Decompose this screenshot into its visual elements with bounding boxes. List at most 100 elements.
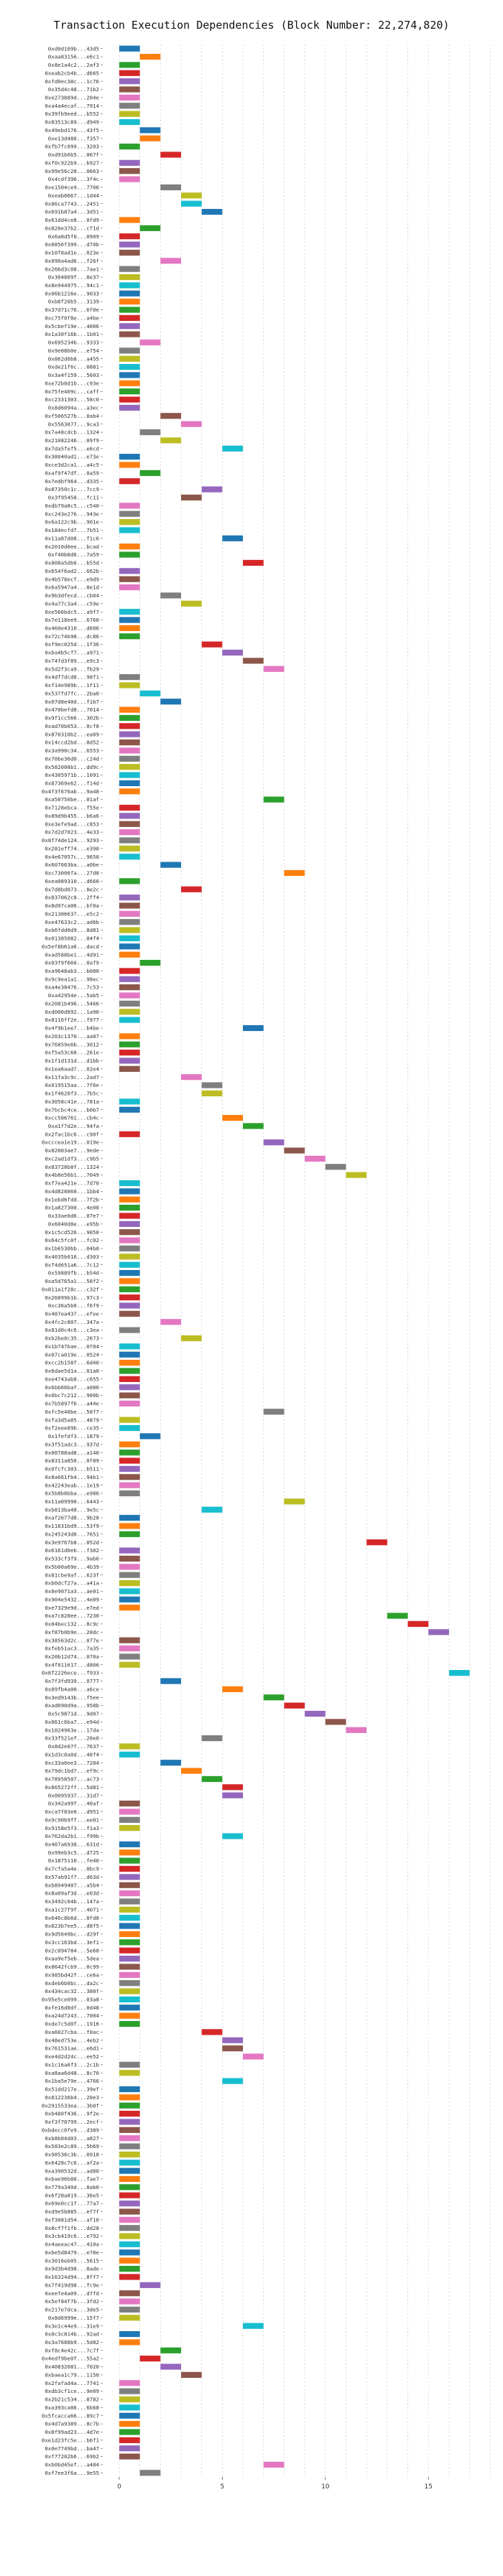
transaction-bar [222, 2078, 244, 2084]
y-tick-label: 0x870310b2...ea09 [45, 731, 99, 737]
y-tick-label: 0x019515aa...7f6e [45, 1082, 99, 1088]
transaction-bar [160, 592, 181, 599]
y-tick-label: 0x6040d8e...e95b [48, 1221, 100, 1227]
y-tick-label: 0xbdecc0fe9...d389 [42, 2127, 99, 2133]
y-tick-label: 0x75fe409c...caff [45, 388, 99, 395]
y-tick-label: 0x3492c04b...147a [45, 1898, 99, 1905]
transaction-bar [222, 535, 244, 541]
y-tick-label: 0x98536c3b...0918 [45, 2152, 99, 2158]
y-tick-label: 0xcc506761...cb4c [45, 1115, 99, 1121]
y-tick-label: 0x0fcfc303...b511 [45, 1466, 99, 1473]
transaction-bar [181, 421, 202, 427]
y-tick-label: 0xea089310...d660 [45, 878, 99, 885]
y-tick-label: 0xaa83156...e6c1 [48, 54, 99, 60]
y-tick-label: 0x8f99ad23...4d7e [45, 2429, 99, 2435]
transaction-bar [119, 1474, 140, 1480]
transaction-bar [139, 53, 161, 60]
y-tick-label: 0x4df7dcd8...98f1 [45, 674, 99, 681]
y-tick-label: 0xc36a5b0...f6f9 [48, 1302, 99, 1309]
transaction-bar [119, 1450, 140, 1456]
y-tick-label: 0x823b7ee5...d8f5 [45, 1923, 99, 1929]
transaction-bar [119, 625, 140, 631]
y-tick-label: 0xa4a4ecaf...7914 [45, 103, 99, 109]
transaction-bar [119, 1955, 140, 1962]
y-tick-label: 0x99e56c28...0663 [45, 168, 99, 174]
y-tick-label: 0xa9648ab3...b080 [45, 968, 99, 974]
y-tick-label: 0xbaea1c79...1150 [45, 2371, 99, 2378]
transaction-bar [119, 1106, 140, 1113]
transaction-bar [119, 780, 140, 786]
y-tick-label: 0x35d4c48...71b2 [48, 86, 99, 93]
y-tick-label: 0x061c6ba7...e94d [45, 1719, 99, 1725]
y-tick-label: 0xfeb51ac3...7a35 [45, 1646, 99, 1652]
y-tick-label: 0x1024963e...17da [45, 1727, 99, 1733]
y-tick-label: 0x11a09990...6443 [45, 1498, 99, 1505]
y-tick-label: 0x304809f...8e37 [48, 274, 99, 281]
transaction-bar [119, 2061, 140, 2068]
transaction-bar [222, 1114, 244, 1121]
y-tick-label: 0x48ed753e...4eb2 [45, 2037, 99, 2043]
transaction-bar [119, 1310, 140, 1317]
y-tick-label: 0xad588be1...4d91 [45, 951, 99, 958]
transaction-bar [407, 1620, 429, 1628]
y-tick-label: 0x83728b8f...1324 [45, 1164, 99, 1170]
y-tick-label: 0x4f9b1ee7...b4be [45, 1025, 99, 1032]
y-tick-label: 0x14ccd2bd...8d52 [45, 739, 99, 746]
y-tick-label: 0x7d8bd073...8e2c [45, 886, 99, 892]
y-tick-label: 0x7b5897f6...a44e [45, 1401, 99, 1407]
y-tick-label: 0xd006d892...1a90 [45, 1009, 99, 1015]
transaction-bar [119, 1874, 140, 1880]
transaction-bar [119, 1098, 140, 1105]
transaction-bar [119, 2160, 140, 2166]
transaction-bar [139, 339, 161, 346]
y-tick-label: 0x79dc1bd7...ef9c [45, 1768, 99, 1774]
transaction-bar [284, 1702, 305, 1709]
y-tick-label: 0x4035b016...d303 [45, 1254, 99, 1260]
y-tick-label: 0xeab0667...1d44 [48, 192, 100, 199]
transaction-bar [119, 1017, 140, 1023]
y-tick-label: 0xf3081d54...af10 [45, 2216, 99, 2223]
y-tick-label: 0x2c894784...5e68 [45, 1947, 99, 1954]
y-tick-label: 0x281eff74...e398 [45, 845, 99, 851]
y-tick-label: 0x8e1a4c2...2af3 [48, 62, 99, 68]
y-tick-label: 0x82003ae7...9ede [45, 1147, 99, 1154]
transaction-bar [119, 968, 140, 974]
y-tick-label: 0x808a5db6...b55d [45, 560, 99, 566]
y-tick-label: 0x0c3c814b...92ad [45, 2331, 99, 2338]
y-tick-label: 0xb6fdd0d9...8d81 [45, 927, 99, 933]
transaction-bar [119, 1229, 140, 1236]
transaction-bar [119, 1237, 140, 1243]
y-tick-label: 0x33f521ef...20e0 [45, 1735, 99, 1742]
transaction-bar [428, 1629, 449, 1635]
y-tick-label: 0x342a99f...40af [48, 1801, 99, 1807]
y-tick-label: 0x10f8ad1e...023e [45, 250, 99, 256]
transaction-bar [119, 755, 140, 762]
y-tick-label: 0xeab2cb4b...d665 [45, 70, 99, 76]
y-tick-label: 0xa42954e...5ab5 [48, 992, 99, 999]
transaction-bar [119, 323, 140, 330]
y-tick-label: 0x07d8e40d...f1b7 [45, 699, 99, 705]
transaction-bar [119, 94, 140, 101]
y-tick-label: 0x8f2226ece...f933 [42, 1670, 99, 1676]
y-tick-label: 0x40832081...f020 [45, 2363, 99, 2370]
y-tick-label: 0x0095937...31d7 [48, 1792, 99, 1798]
transaction-bar [119, 976, 140, 982]
y-tick-label: 0x434cac32...380f [45, 1988, 99, 1994]
transaction-bar [284, 1498, 305, 1505]
y-tick-label: 0x7da5fef5...e6cd [45, 445, 99, 452]
y-tick-label: 0x3cb419c6...e792 [45, 2233, 99, 2239]
transaction-bar [119, 1049, 140, 1056]
transaction-bar [222, 1792, 244, 1798]
y-tick-label: 0x8116ff2e...f977 [45, 1017, 99, 1023]
transaction-bar [119, 1988, 140, 1994]
y-tick-label: 0xb480f436...9f2e [45, 2111, 99, 2117]
y-tick-label: 0x654f6ad2...662b [45, 568, 99, 574]
y-tick-label: 0xad70b053...0cf8 [45, 723, 99, 729]
y-tick-label: 0x6bb66baf...a080 [45, 1384, 99, 1391]
y-tick-label: 0x00788ad8...a140 [45, 1450, 99, 1456]
transaction-bar [119, 2086, 140, 2093]
transaction-bar [160, 437, 181, 444]
y-tick-label: 0x1c16a6f3...2c1b [45, 2061, 99, 2068]
transaction-bar [119, 2012, 140, 2019]
y-tick-label: 0x1ebd6fdd...7f2b [45, 1196, 99, 1203]
